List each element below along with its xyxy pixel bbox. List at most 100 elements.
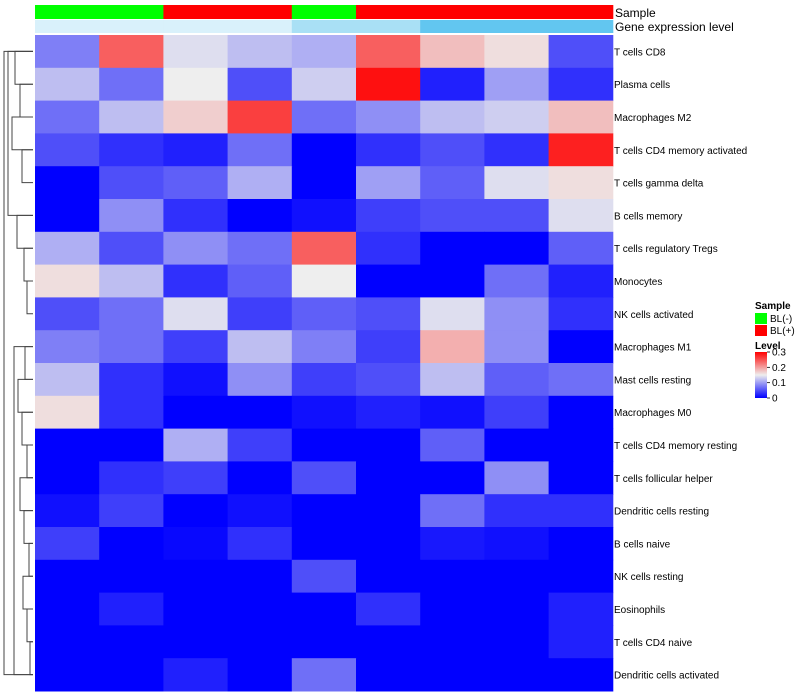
heatmap-cell <box>163 166 229 200</box>
heatmap-cell <box>227 133 293 167</box>
row-label: NK cells activated <box>614 310 693 321</box>
legend-tick-label: 0.1 <box>772 378 786 389</box>
heatmap-cell <box>291 199 357 233</box>
row-label: T cells gamma delta <box>614 179 704 190</box>
heatmap-cell <box>99 166 164 200</box>
heatmap-cell <box>548 527 614 561</box>
dendrogram-branch <box>22 575 33 610</box>
heatmap-cell <box>548 658 614 692</box>
dendrogram-branch <box>23 510 33 544</box>
heatmap-cell <box>99 363 164 397</box>
heatmap-cell <box>548 297 614 331</box>
gene-expression-annotation-cell <box>420 20 485 33</box>
heatmap-cell <box>163 199 229 233</box>
heatmap-cell <box>484 330 550 364</box>
heatmap-cell <box>163 658 229 692</box>
heatmap-cell <box>227 363 293 397</box>
heatmap-cell <box>356 297 421 331</box>
heatmap-cell <box>99 330 164 364</box>
heatmap-cell <box>35 592 100 626</box>
gene-expression-annotation-cell <box>484 20 550 33</box>
row-dendrogram <box>3 50 33 676</box>
heatmap-cell <box>227 231 293 266</box>
legend-sample-title: Sample <box>755 301 791 312</box>
heatmap-cell <box>35 231 100 266</box>
heatmap-cell <box>35 330 100 364</box>
heatmap-cell <box>35 527 100 561</box>
heatmap-cell <box>484 133 550 167</box>
heatmap-cell <box>548 559 614 594</box>
heatmap-cell <box>291 35 357 69</box>
dendrogram-branch <box>14 50 33 85</box>
heatmap-cell <box>35 67 100 102</box>
heatmap-cell <box>420 199 485 233</box>
dendrogram-branch <box>28 542 33 577</box>
legend-level-ticks: 0.3 0.2 0.1 0 <box>767 348 786 405</box>
heatmap-cell <box>548 133 614 167</box>
heatmap-cell <box>548 100 614 134</box>
sample-annotation-cell <box>548 5 614 19</box>
row-label: Macrophages M1 <box>614 343 692 354</box>
heatmap-cell <box>227 67 293 102</box>
heatmap-cell <box>163 35 229 69</box>
legend-tick-label: 0.3 <box>772 348 786 359</box>
row-label: Dendritic cells resting <box>614 507 709 518</box>
heatmap-cell <box>227 494 293 528</box>
heatmap-cell <box>356 395 421 430</box>
heatmap-cell <box>484 231 550 266</box>
dendrogram-branch <box>26 280 33 315</box>
heatmap-cell <box>420 363 485 397</box>
heatmap-cell <box>484 527 550 561</box>
heatmap-cell <box>420 231 485 266</box>
heatmap-cell <box>484 559 550 594</box>
heatmap-cell <box>420 264 485 298</box>
heatmap-cell <box>548 231 614 266</box>
heatmap-cell <box>227 559 293 594</box>
row-label: T cells CD4 memory resting <box>614 441 737 452</box>
heatmap-cell <box>163 494 229 528</box>
heatmap-cell <box>99 527 164 561</box>
heatmap-cell <box>548 166 614 200</box>
heatmap-cell <box>35 297 100 331</box>
heatmap-cell <box>291 592 357 626</box>
heatmap-cell <box>548 592 614 626</box>
dendrogram-branch <box>26 444 33 479</box>
heatmap-cell <box>420 35 485 69</box>
heatmap-cell <box>356 133 421 167</box>
heatmap-cell <box>35 35 100 69</box>
heatmap-cell <box>99 231 164 266</box>
heatmap-cell <box>227 461 293 495</box>
row-label: T cells CD4 naive <box>614 638 693 649</box>
heatmap-cell <box>356 35 421 69</box>
heatmap-cell <box>291 100 357 134</box>
gene-expression-annotation-cell <box>291 20 357 33</box>
legend-color-bar <box>755 352 767 398</box>
legend: Sample BL(-)BL(+) Level 0.3 0.2 0.1 0 <box>755 301 795 405</box>
sample-annotation-cell <box>35 5 100 19</box>
heatmap-cell <box>548 428 614 462</box>
heatmap-cell <box>420 461 485 495</box>
dendrogram-branch <box>19 83 33 118</box>
heatmap-cell <box>484 363 550 397</box>
heatmap-cell <box>99 625 164 659</box>
heatmap-cell <box>548 461 614 495</box>
heatmap-cell <box>99 395 164 430</box>
heatmap-cell <box>35 428 100 462</box>
heatmap-cell <box>484 395 550 430</box>
heatmap-cell <box>356 100 421 134</box>
dendrogram-branch <box>23 247 33 282</box>
row-label: T cells CD4 memory activated <box>614 146 747 157</box>
heatmap-cell <box>163 527 229 561</box>
heatmap-cell <box>99 592 164 626</box>
heatmap-cell <box>356 67 421 102</box>
heatmap-cell <box>420 527 485 561</box>
row-label: Macrophages M0 <box>614 408 692 419</box>
row-label: Dendritic cells activated <box>614 671 719 682</box>
heatmap-cell <box>99 35 164 69</box>
heatmap-cell <box>99 559 164 594</box>
heatmap-cell <box>163 67 229 102</box>
heatmap-cell <box>291 527 357 561</box>
heatmap-cell <box>484 494 550 528</box>
heatmap-cell <box>163 330 229 364</box>
heatmap-cell <box>99 67 164 102</box>
